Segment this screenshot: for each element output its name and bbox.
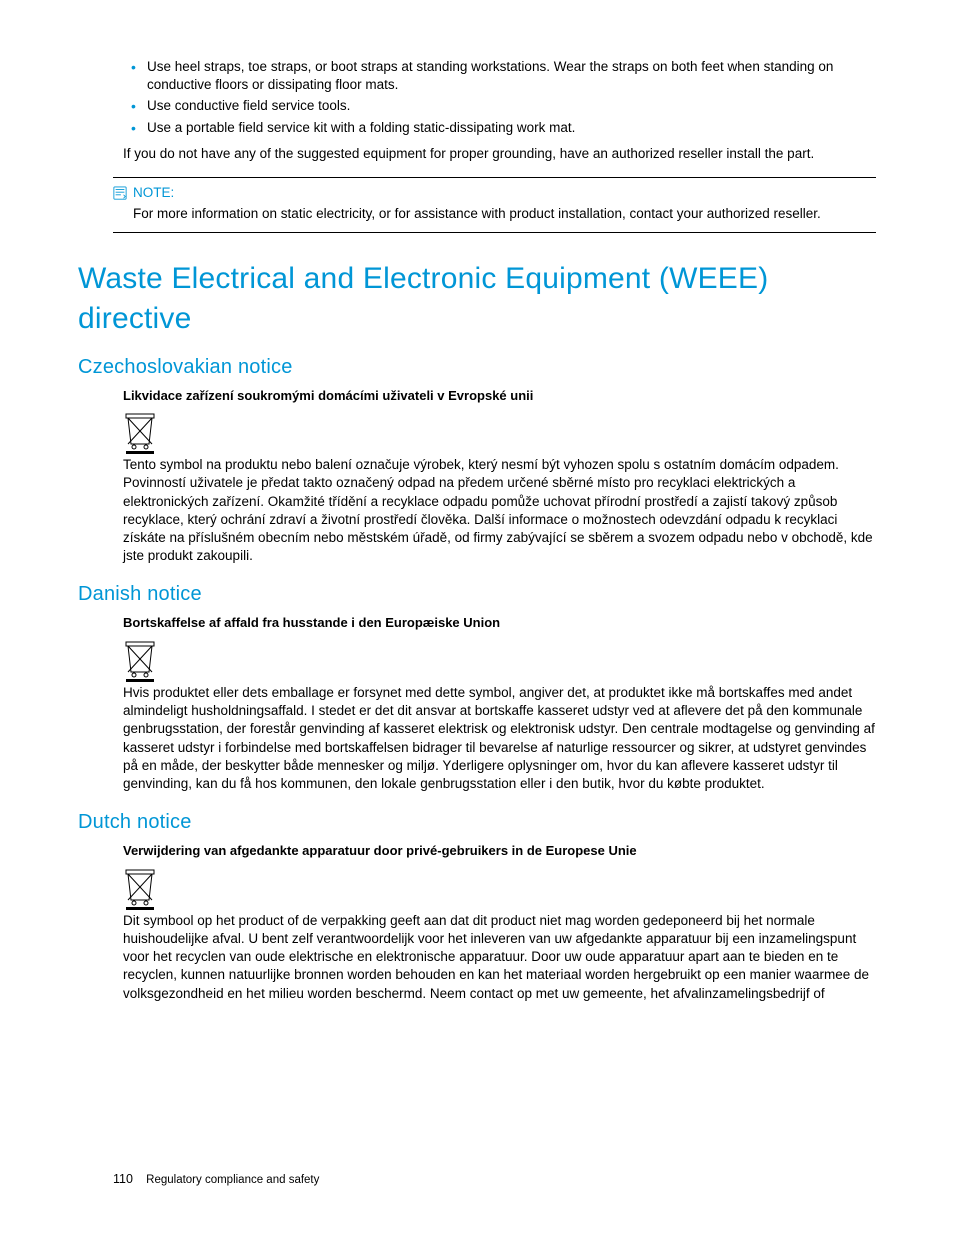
page-footer: 110 Regulatory compliance and safety — [113, 1171, 319, 1189]
section-body: Dit symbool op het product of de verpakk… — [123, 912, 876, 1003]
footer-label: Regulatory compliance and safety — [146, 1174, 319, 1186]
note-label: NOTE: — [133, 184, 174, 202]
heading-czech-notice: Czechoslovakian notice — [78, 354, 876, 381]
section-body: Hvis produktet eller dets emballage er f… — [123, 684, 876, 793]
list-item: Use conductive field service tools. — [123, 97, 876, 115]
weee-bin-icon — [123, 412, 157, 454]
list-item: Use heel straps, toe straps, or boot str… — [123, 58, 876, 94]
section-body: Tento symbol na produktu nebo balení ozn… — [123, 456, 876, 565]
paragraph: If you do not have any of the suggested … — [123, 145, 876, 163]
divider — [113, 177, 876, 178]
subheading: Bortskaffelse af affald fra husstande i … — [123, 614, 876, 632]
note-icon — [113, 186, 127, 200]
heading-weee-directive: Waste Electrical and Electronic Equipmen… — [78, 259, 876, 340]
heading-danish-notice: Danish notice — [78, 581, 876, 608]
subheading: Verwijdering van afgedankte apparatuur d… — [123, 842, 876, 860]
weee-bin-icon — [123, 640, 157, 682]
page-number: 110 — [113, 1172, 133, 1186]
note-body: For more information on static electrici… — [133, 205, 876, 223]
divider — [113, 232, 876, 233]
weee-bin-icon — [123, 868, 157, 910]
heading-dutch-notice: Dutch notice — [78, 809, 876, 836]
bullet-list: Use heel straps, toe straps, or boot str… — [123, 58, 876, 137]
subheading: Likvidace zařízení soukromými domácími u… — [123, 387, 876, 405]
note-block: NOTE: For more information on static ele… — [113, 177, 876, 232]
list-item: Use a portable field service kit with a … — [123, 119, 876, 137]
